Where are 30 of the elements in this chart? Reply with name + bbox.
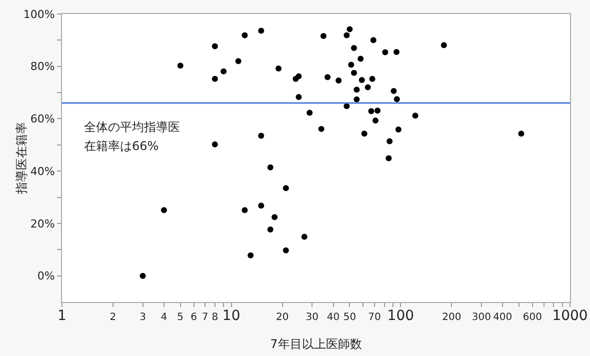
x-tick-label: 5: [177, 312, 184, 324]
x-tick-label: 7: [202, 312, 208, 324]
x-tick-label: 40: [326, 312, 340, 324]
annotation: 全体の平均指導医: [84, 120, 180, 134]
y-tick-label: 80%: [30, 60, 55, 74]
x-tick-label: 300: [472, 312, 492, 324]
x-tick-label: 3: [140, 312, 146, 324]
x-tick-label: 50: [343, 312, 356, 324]
x-tick-label: 8: [212, 312, 218, 324]
x-tick-label: 600: [522, 312, 542, 324]
x-tick-label: 2: [110, 312, 116, 324]
x-tick-label: 1: [58, 308, 66, 324]
y-tick-label: 0%: [37, 270, 55, 283]
x-tick-label: 20: [276, 312, 289, 324]
x-tick-label: 200: [442, 312, 462, 324]
x-tick-label: 70: [368, 312, 381, 324]
x-tick-label: 1000: [552, 308, 588, 324]
y-tick-label: 100%: [23, 8, 55, 21]
x-tick-label: 400: [493, 312, 512, 324]
x-tick-label: 6: [190, 312, 197, 324]
y-tick-label: 20%: [30, 217, 55, 230]
x-axis-title: 7年目以上医師数: [270, 337, 362, 351]
x-tick-label: 100: [387, 308, 414, 324]
y-axis-title: 指導医在籍率: [14, 122, 28, 195]
x-tick-label: 4: [160, 312, 168, 324]
y-tick-label: 40%: [30, 164, 55, 178]
annotation: 在籍率は66%: [84, 139, 159, 153]
x-tick-label: 30: [306, 312, 318, 324]
x-tick-label: 10: [222, 308, 240, 324]
y-tick-label: 60%: [30, 112, 55, 126]
